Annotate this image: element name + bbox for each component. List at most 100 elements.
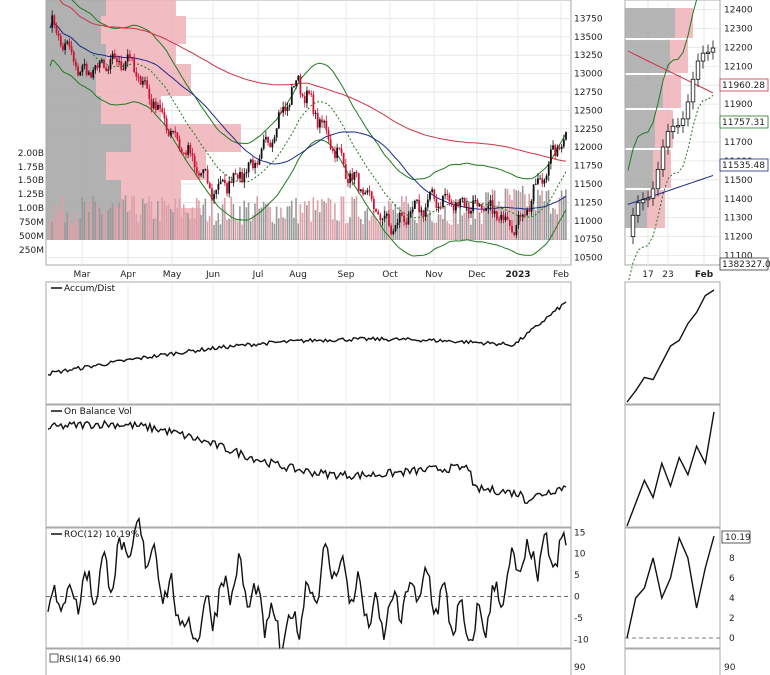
volume-tick-label: 2.00B <box>18 149 44 159</box>
roc-axis: 15 10 5 0 -5 -10 <box>574 528 589 645</box>
roc-detail-tag: 10.19 <box>721 530 751 544</box>
volume-bar <box>487 192 489 240</box>
candle-body <box>493 211 496 214</box>
rsi-legend-swatch <box>49 653 59 663</box>
volume-bar <box>228 218 230 240</box>
candle-body <box>182 152 185 154</box>
volume-bar <box>206 221 209 240</box>
volume-bar <box>85 202 88 240</box>
candle-body <box>372 199 375 209</box>
detail-candle-body <box>705 51 711 55</box>
volume-bar <box>72 224 75 240</box>
obv-frame <box>45 404 572 528</box>
volume-bar <box>133 195 135 240</box>
detail-profile-pink <box>647 190 665 228</box>
candle-body <box>92 70 95 78</box>
candle-body <box>81 65 84 73</box>
volume-bar <box>131 196 133 240</box>
volume-bar <box>446 221 448 240</box>
volume-bar <box>392 209 394 240</box>
volume-tick-label: 750M <box>19 218 44 228</box>
volume-bar <box>359 219 362 240</box>
candle-body <box>513 232 516 235</box>
candle-body <box>273 137 276 143</box>
detail-candle-body <box>700 52 706 62</box>
volume-bar <box>375 218 377 240</box>
volume-bar <box>57 208 60 240</box>
volume-bar <box>420 205 423 240</box>
candle-body <box>370 191 373 200</box>
candle-body <box>111 53 114 60</box>
volume-bar <box>349 217 351 240</box>
candle-body <box>256 163 259 165</box>
roc-detail-tick-label: 8 <box>729 554 735 564</box>
volume-bar <box>159 221 161 240</box>
volume-bar <box>204 198 207 240</box>
detail-price-tag-box <box>719 78 769 92</box>
candle-body <box>161 108 164 113</box>
candle-body <box>131 58 133 60</box>
candle-body <box>267 136 269 143</box>
volume-bar <box>355 196 358 240</box>
candle-body <box>57 33 60 37</box>
candle-body <box>116 58 118 62</box>
volume-bar <box>165 205 168 240</box>
volume-bar <box>467 201 470 240</box>
volume-profile-pink <box>101 16 186 44</box>
volume-bar <box>435 222 438 240</box>
volume-bar <box>439 214 442 240</box>
candle-body <box>439 206 442 208</box>
candle-body <box>187 145 190 155</box>
candle-body <box>340 148 343 153</box>
candle-body <box>491 200 494 214</box>
volume-bar <box>141 198 144 240</box>
detail-tick-label: 11300 <box>724 214 753 224</box>
candle-body <box>290 87 293 105</box>
month-tick-label: Sep <box>338 270 355 280</box>
detail-tick-label: 11200 <box>724 233 753 243</box>
month-tick-label: Aug <box>289 270 307 280</box>
candle-body <box>247 162 250 173</box>
candle-body <box>519 214 522 217</box>
candle-body <box>120 61 123 70</box>
candle-body <box>87 72 90 75</box>
volume-bar <box>347 222 349 240</box>
candle-body <box>364 192 367 195</box>
detail-tick-label: 11500 <box>724 176 753 186</box>
volume-bar <box>452 199 455 240</box>
volume-bar <box>124 195 127 240</box>
volume-bar <box>170 208 172 240</box>
volume-bar <box>280 207 282 240</box>
detail-price-tag-text: 11535.48 <box>722 161 765 171</box>
volume-bar <box>92 196 94 240</box>
volume-bar <box>426 213 429 240</box>
volume-bar <box>411 200 414 240</box>
candle-body <box>409 211 412 217</box>
detail-sma-200 <box>627 50 714 94</box>
volume-bar <box>394 203 397 240</box>
candle-body <box>515 224 518 235</box>
volume-bar <box>366 208 369 240</box>
price-tick-label: 11500 <box>574 180 603 190</box>
volume-bar <box>381 222 384 240</box>
candle-body <box>489 200 492 206</box>
candle-body <box>66 41 69 44</box>
volume-bar <box>77 222 79 240</box>
candle-body <box>135 72 138 77</box>
volume-profile-pink <box>106 44 176 64</box>
candle-body <box>98 61 101 68</box>
candle-body <box>329 139 332 150</box>
price-axis: 13750 13500 13250 13000 12750 12500 12250 12000… <box>574 14 603 263</box>
candle-body <box>368 190 371 192</box>
candle-body <box>526 209 529 215</box>
candle-body <box>459 199 462 206</box>
volume-bar <box>55 205 58 240</box>
volume-bar <box>450 224 453 240</box>
volume-bar <box>161 197 163 240</box>
volume-bar <box>64 222 66 240</box>
candle-body <box>506 216 509 220</box>
volume-profile-pink <box>131 124 241 152</box>
detail-candle-body <box>645 197 651 201</box>
candle-body <box>338 147 341 149</box>
volume-bar <box>413 219 416 240</box>
